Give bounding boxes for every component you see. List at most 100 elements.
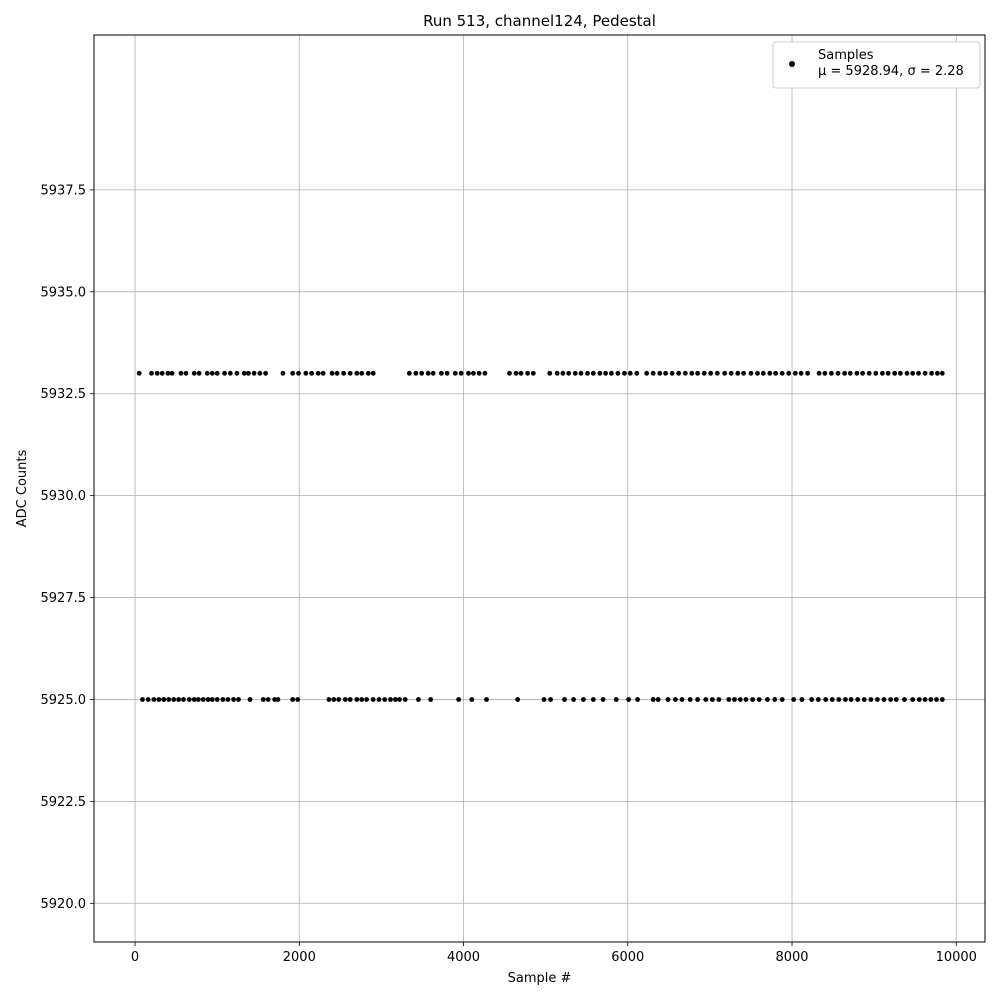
data-point: [530, 370, 536, 376]
x-tick-label: 0: [131, 950, 139, 965]
data-point: [430, 370, 436, 376]
data-point: [145, 697, 151, 702]
data-point: [191, 370, 197, 376]
data-point: [251, 370, 257, 376]
data-point: [860, 370, 865, 376]
data-point: [581, 697, 586, 702]
data-point: [669, 370, 675, 376]
data-point: [227, 370, 233, 376]
data-point: [881, 697, 887, 702]
data-point: [792, 370, 798, 376]
data-point: [829, 370, 834, 376]
data-point: [760, 370, 766, 376]
data-point: [156, 697, 162, 702]
data-point: [875, 697, 880, 702]
data-point: [888, 697, 893, 702]
data-point: [880, 370, 885, 376]
data-point: [603, 370, 608, 376]
data-point: [716, 697, 722, 702]
data-point: [214, 370, 220, 376]
data-point: [290, 370, 296, 376]
data-point: [359, 370, 365, 376]
data-point: [829, 697, 835, 702]
y-tick-label: 5925.0: [41, 693, 87, 708]
data-point: [916, 370, 921, 376]
data-point: [615, 370, 621, 376]
data-point: [247, 697, 253, 702]
data-point: [214, 697, 220, 702]
data-point: [165, 370, 171, 376]
data-point: [388, 697, 393, 702]
data-point: [257, 370, 263, 376]
data-point: [136, 370, 142, 376]
data-point: [413, 370, 419, 376]
data-point: [370, 697, 376, 702]
y-tick-label: 5927.5: [41, 591, 87, 606]
data-point: [166, 697, 172, 702]
data-point: [728, 370, 734, 376]
data-point: [178, 370, 184, 376]
data-point: [347, 370, 353, 376]
data-point: [376, 697, 382, 702]
data-point: [290, 697, 296, 702]
grid: [94, 35, 985, 942]
data-point: [902, 697, 907, 702]
data-point: [679, 697, 685, 702]
data-point: [934, 697, 939, 702]
data-point: [402, 697, 408, 702]
y-tick-label: 5920.0: [41, 897, 87, 912]
data-point: [176, 697, 182, 702]
x-tick-label: 10000: [936, 950, 977, 965]
data-point: [743, 697, 749, 702]
data-point: [154, 370, 160, 376]
data-point: [482, 370, 488, 376]
data-point: [922, 697, 928, 702]
data-point: [484, 697, 489, 702]
data-point: [626, 697, 631, 702]
data-point: [741, 370, 746, 376]
data-point: [750, 697, 755, 702]
x-tick-label: 6000: [611, 950, 644, 965]
data-points: [136, 370, 945, 702]
data-point: [767, 370, 773, 376]
legend: Samples μ = 5928.94, σ = 2.28: [772, 41, 981, 89]
data-point: [225, 697, 231, 702]
data-point: [578, 370, 584, 376]
data-point: [622, 370, 627, 376]
data-point: [260, 697, 266, 702]
data-point: [548, 697, 553, 702]
data-point: [809, 697, 815, 702]
y-tick-label: 5935.0: [41, 285, 87, 300]
data-point: [566, 370, 572, 376]
data-point: [737, 697, 743, 702]
data-point: [275, 697, 281, 702]
data-point: [756, 697, 762, 702]
data-point: [898, 370, 903, 376]
data-point: [560, 370, 566, 376]
data-point: [590, 697, 596, 702]
data-point: [939, 697, 945, 702]
y-axis-label: ADC Counts: [15, 450, 30, 528]
data-point: [236, 697, 241, 702]
data-point: [650, 370, 656, 376]
data-point: [904, 370, 910, 376]
legend-marker: [789, 61, 795, 67]
data-point: [161, 697, 167, 702]
legend-box: [772, 41, 981, 89]
data-point: [181, 697, 186, 702]
data-point: [799, 697, 805, 702]
data-point: [893, 697, 899, 702]
data-point: [246, 370, 251, 376]
data-point: [334, 370, 340, 376]
data-point: [842, 370, 847, 376]
data-point: [650, 697, 656, 702]
data-point: [682, 370, 688, 376]
data-point: [854, 370, 860, 376]
data-point: [444, 370, 450, 376]
data-point: [673, 697, 678, 702]
data-point: [191, 697, 197, 702]
data-point: [843, 697, 848, 702]
plot-area: [94, 35, 985, 942]
data-point: [644, 370, 650, 376]
data-point: [779, 370, 785, 376]
